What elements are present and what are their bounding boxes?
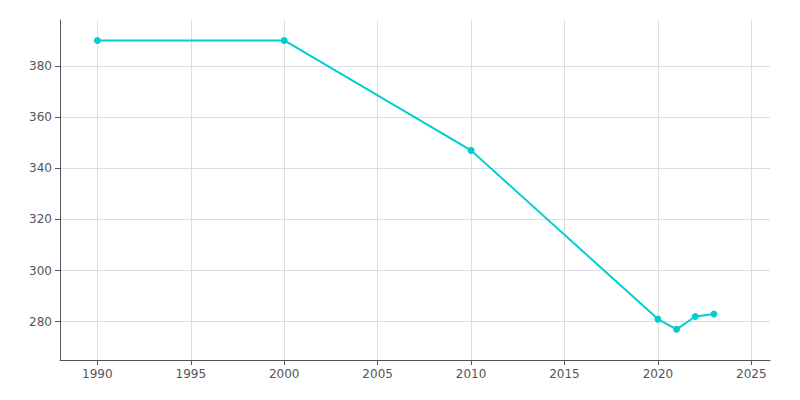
svg-text:1990: 1990 bbox=[82, 367, 113, 381]
svg-text:2025: 2025 bbox=[736, 367, 767, 381]
svg-text:340: 340 bbox=[29, 161, 52, 175]
svg-text:2020: 2020 bbox=[643, 367, 674, 381]
svg-text:1995: 1995 bbox=[176, 367, 207, 381]
svg-text:2000: 2000 bbox=[269, 367, 300, 381]
svg-text:2010: 2010 bbox=[456, 367, 487, 381]
svg-text:320: 320 bbox=[29, 212, 52, 226]
svg-text:280: 280 bbox=[29, 315, 52, 329]
svg-text:360: 360 bbox=[29, 110, 52, 124]
svg-text:2005: 2005 bbox=[362, 367, 393, 381]
svg-text:380: 380 bbox=[29, 59, 52, 73]
svg-text:2015: 2015 bbox=[549, 367, 580, 381]
svg-text:300: 300 bbox=[29, 264, 52, 278]
